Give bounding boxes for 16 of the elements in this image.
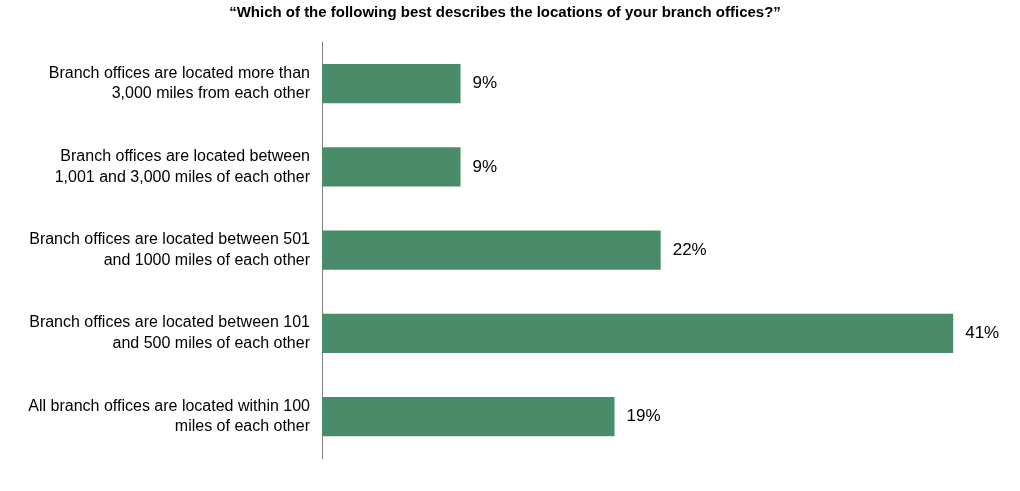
chart-title: “Which of the following best describes the locations of your branch offices?” [229, 3, 781, 21]
data-label: 41% [965, 323, 1000, 343]
y-tick-label: Branch offices are located between 501 and 1000 miles of each other [29, 230, 311, 268]
bar [322, 147, 461, 187]
data-label: 19% [626, 406, 661, 426]
y-tick-label: Branch offices are located between 101 and 500 miles of each other [29, 313, 311, 352]
data-label: 9% [472, 73, 498, 93]
bar [322, 313, 954, 353]
bar [322, 64, 461, 104]
data-label: 22% [672, 239, 707, 259]
y-tick-label: Branch offices are located more than 3,000 miles from each other [48, 63, 311, 102]
bar [322, 397, 615, 437]
y-tick-label: Branch offices are located between 1,001 and 3,000 miles of each other [54, 146, 311, 185]
data-label: 9% [472, 156, 498, 176]
bar [322, 230, 661, 270]
y-tick-label: All branch offices are located within 100 miles of each other [28, 396, 311, 435]
